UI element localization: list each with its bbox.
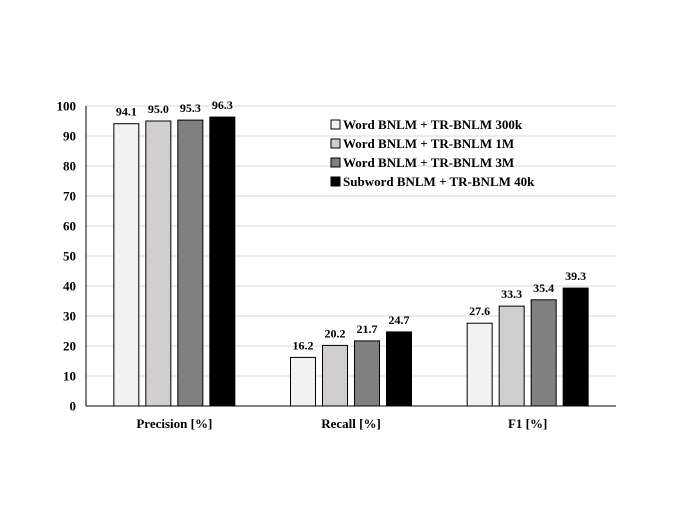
legend-label: Subword BNLM + TR-BNLM 40k — [343, 174, 535, 189]
legend-swatch — [330, 138, 341, 149]
data-label: 21.7 — [357, 322, 378, 336]
legend: Word BNLM + TR-BNLM 300k Word BNLM + TR-B… — [330, 117, 535, 189]
bar — [290, 356, 316, 407]
y-tick-label: 0 — [70, 399, 77, 414]
data-label: 33.3 — [501, 287, 522, 301]
y-tick-label: 20 — [63, 339, 76, 354]
legend-label: Word BNLM + TR-BNLM 300k — [343, 117, 523, 132]
x-category-label: Recall [%] — [321, 416, 381, 431]
data-label: 20.2 — [325, 326, 346, 340]
bar — [562, 287, 589, 407]
legend-swatch — [330, 176, 341, 187]
y-tick-label: 70 — [63, 189, 76, 204]
legend-label: Word BNLM + TR-BNLM 1M — [343, 136, 514, 151]
bar — [145, 120, 172, 407]
y-tick-label: 80 — [63, 159, 76, 174]
bar — [113, 123, 140, 407]
bar — [498, 305, 525, 407]
data-label: 95.3 — [180, 101, 201, 115]
data-label: 95.0 — [148, 102, 169, 116]
bar — [386, 331, 412, 407]
legend-swatch — [330, 119, 341, 130]
bar — [530, 299, 557, 407]
legend-label: Word BNLM + TR-BNLM 3M — [343, 155, 514, 170]
bar — [322, 344, 348, 407]
data-label: 94.1 — [116, 105, 137, 119]
y-tick-label: 50 — [63, 249, 76, 264]
y-tick-label: 90 — [63, 129, 76, 144]
data-label: 16.2 — [293, 338, 314, 352]
bar — [354, 340, 380, 407]
x-category-label: Precision [%] — [136, 416, 212, 431]
data-label: 96.3 — [212, 98, 233, 112]
y-tick-label: 60 — [63, 219, 76, 234]
data-label: 35.4 — [533, 281, 554, 295]
y-tick-label: 100 — [57, 99, 77, 114]
data-label: 39.3 — [565, 269, 586, 283]
y-tick-label: 30 — [63, 309, 76, 324]
legend-swatch — [330, 157, 341, 168]
bar — [466, 322, 493, 407]
data-label: 24.7 — [389, 313, 410, 327]
y-tick-label: 40 — [63, 279, 76, 294]
data-label: 27.6 — [469, 304, 490, 318]
y-tick-label: 10 — [63, 369, 76, 384]
bar — [209, 116, 236, 407]
bar — [177, 119, 204, 407]
x-category-label: F1 [%] — [508, 416, 547, 431]
